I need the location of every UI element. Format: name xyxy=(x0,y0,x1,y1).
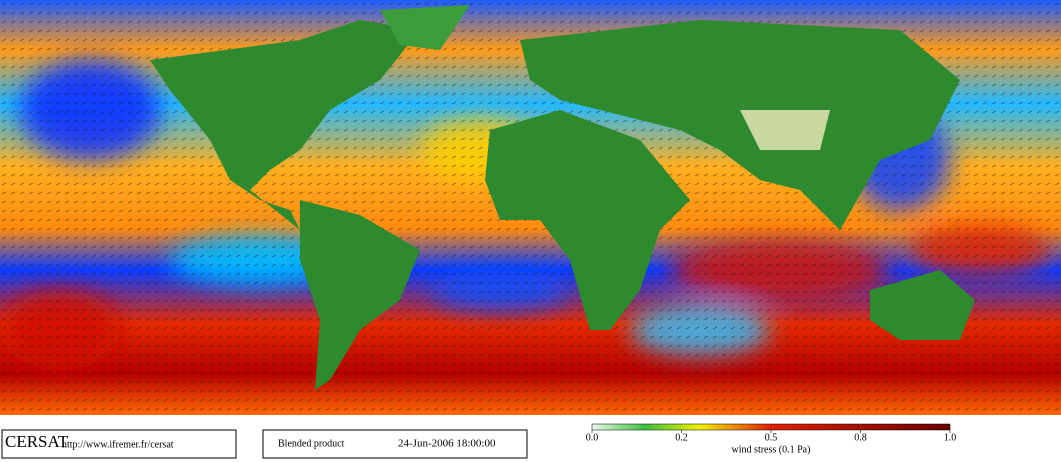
url: http://www.ifremer.fr/cersat xyxy=(62,439,174,450)
info-box: CERSAT http://www.ifremer.fr/cersat xyxy=(1,429,237,459)
land xyxy=(150,5,975,390)
colorbar-tick-label: 1.0 xyxy=(944,432,957,443)
colorbar-tick-label: 0.2 xyxy=(675,432,688,443)
logo: CERSAT xyxy=(5,432,69,451)
product: Blended product xyxy=(278,438,345,449)
colorbar-label: wind stress (0.1 Pa) xyxy=(732,444,811,455)
colorbar-tick-label: 0.8 xyxy=(854,432,867,443)
product-box: Blended product 24-Jun-2006 18:00:00 xyxy=(262,429,528,459)
colorbar-tick-label: 0.0 xyxy=(586,432,599,443)
date: 24-Jun-2006 18:00:00 xyxy=(398,438,496,450)
colorbar-tick-label: 0.5 xyxy=(765,432,778,443)
colorbar xyxy=(591,423,951,431)
